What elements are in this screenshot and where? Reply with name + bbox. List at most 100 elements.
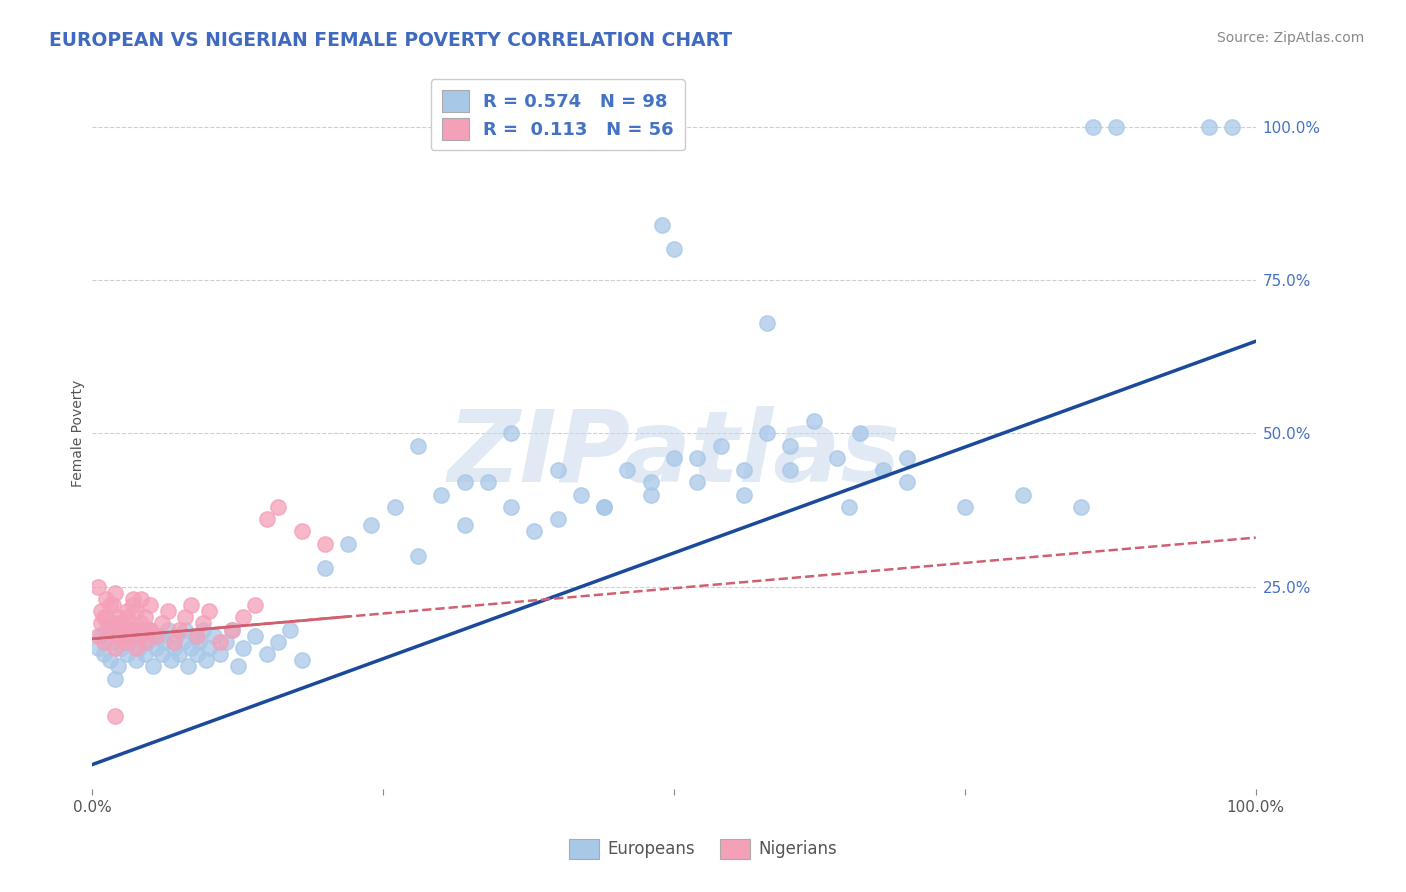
Text: Source: ZipAtlas.com: Source: ZipAtlas.com — [1216, 31, 1364, 45]
Y-axis label: Female Poverty: Female Poverty — [72, 380, 86, 487]
Point — [90, 629, 112, 643]
Point — [107, 610, 129, 624]
Point — [149, 629, 172, 643]
Point — [1012, 488, 1035, 502]
Point — [122, 591, 145, 606]
Point — [733, 463, 755, 477]
Point — [172, 635, 194, 649]
Point — [779, 463, 801, 477]
Point — [523, 524, 546, 539]
Point — [150, 647, 173, 661]
Point — [118, 616, 141, 631]
Point — [453, 518, 475, 533]
Point — [215, 635, 238, 649]
Point — [136, 635, 159, 649]
Point — [267, 500, 290, 514]
Point — [593, 500, 616, 514]
Point — [662, 450, 685, 465]
Text: EUROPEAN VS NIGERIAN FEMALE POVERTY CORRELATION CHART: EUROPEAN VS NIGERIAN FEMALE POVERTY CORR… — [49, 31, 733, 50]
Point — [128, 640, 150, 655]
Point — [122, 623, 145, 637]
Legend: R = 0.574   N = 98, R =  0.113   N = 56: R = 0.574 N = 98, R = 0.113 N = 56 — [430, 79, 685, 151]
Point — [101, 598, 124, 612]
Point — [221, 623, 243, 637]
Point — [169, 623, 191, 637]
Point — [202, 629, 225, 643]
Point — [569, 488, 592, 502]
Text: ZIPatlas: ZIPatlas — [447, 406, 900, 503]
Point — [128, 629, 150, 643]
Point — [125, 604, 148, 618]
Point — [180, 640, 202, 655]
Point — [104, 586, 127, 600]
Point — [209, 635, 232, 649]
Point — [104, 616, 127, 631]
Point — [756, 316, 779, 330]
Point — [145, 629, 167, 643]
Point — [139, 598, 162, 612]
Point — [195, 653, 218, 667]
Point — [803, 414, 825, 428]
Point — [98, 653, 121, 667]
Point — [174, 623, 197, 637]
Point — [94, 591, 117, 606]
Point — [360, 518, 382, 533]
Point — [499, 426, 522, 441]
Point — [1081, 120, 1104, 134]
Point — [93, 647, 115, 661]
Point — [430, 488, 453, 502]
Point — [406, 549, 429, 563]
Point — [709, 439, 731, 453]
Point — [1070, 500, 1092, 514]
Point — [837, 500, 859, 514]
Point — [110, 616, 132, 631]
Point — [197, 640, 219, 655]
Point — [733, 488, 755, 502]
Point — [139, 623, 162, 637]
Point — [756, 426, 779, 441]
Point — [107, 629, 129, 643]
Point — [209, 647, 232, 661]
Point — [122, 598, 145, 612]
Point — [101, 623, 124, 637]
Point — [291, 653, 314, 667]
Point — [87, 580, 110, 594]
Point — [547, 463, 569, 477]
Point — [896, 450, 918, 465]
Point — [186, 647, 208, 661]
Point — [142, 659, 165, 673]
Point — [115, 604, 138, 618]
Point — [114, 629, 136, 643]
Point — [87, 629, 110, 643]
Point — [129, 629, 152, 643]
Point — [165, 629, 187, 643]
Point — [314, 537, 336, 551]
Point — [896, 475, 918, 490]
Point — [256, 512, 278, 526]
Point — [134, 610, 156, 624]
Point — [110, 640, 132, 655]
Point — [640, 475, 662, 490]
Point — [98, 623, 121, 637]
Point — [593, 500, 616, 514]
Point — [129, 591, 152, 606]
Point — [499, 500, 522, 514]
Point — [114, 629, 136, 643]
Point — [384, 500, 406, 514]
Point — [180, 598, 202, 612]
Point — [186, 629, 208, 643]
Point — [825, 450, 848, 465]
Point — [94, 610, 117, 624]
Point — [314, 561, 336, 575]
Point — [118, 623, 141, 637]
Point — [134, 635, 156, 649]
Point — [197, 604, 219, 618]
Legend: Europeans, Nigerians: Europeans, Nigerians — [562, 832, 844, 866]
Point — [221, 623, 243, 637]
Point — [872, 463, 894, 477]
Point — [93, 635, 115, 649]
Point — [128, 623, 150, 637]
Point — [183, 629, 205, 643]
Point — [256, 647, 278, 661]
Point — [191, 623, 214, 637]
